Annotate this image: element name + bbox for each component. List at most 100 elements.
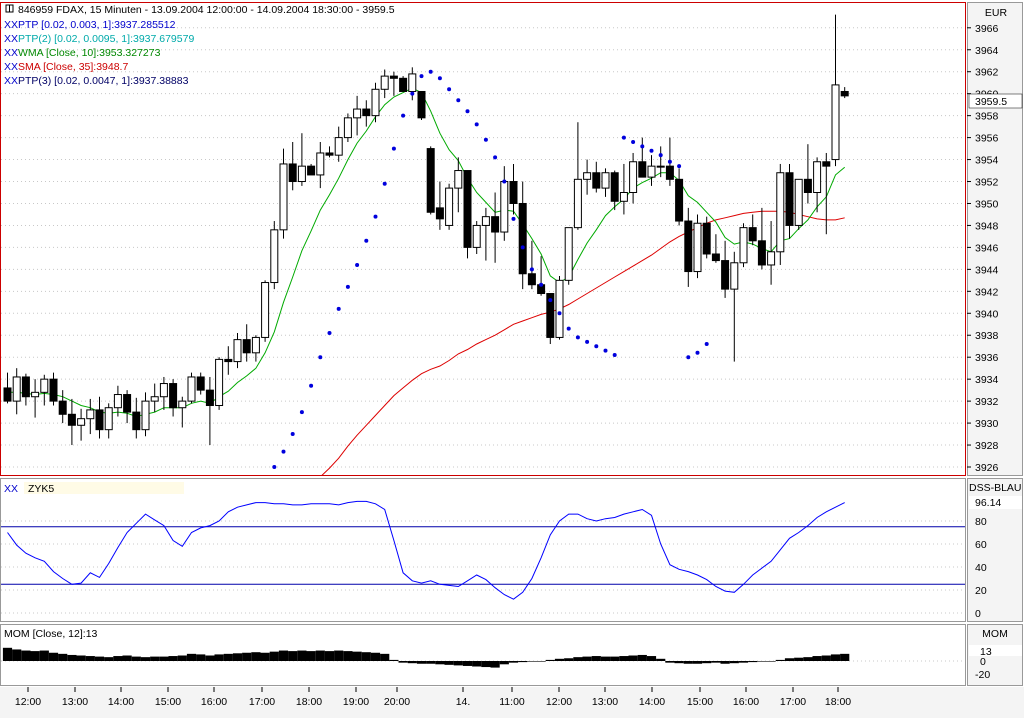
last-price-label: 3959.5 xyxy=(975,96,1007,108)
ptp-dot xyxy=(382,181,387,186)
chart-title: 846959 FDAX, 15 Minuten - 13.09.2004 12:… xyxy=(5,4,395,16)
candle-body xyxy=(95,409,104,431)
mom-bar xyxy=(766,661,776,662)
mom-bar xyxy=(518,661,528,663)
price-tick-label: 3940 xyxy=(975,308,999,320)
mom-bar xyxy=(453,661,463,666)
time-tick-label: 17:00 xyxy=(249,696,275,708)
mom-panel-title: MOM xyxy=(982,628,1008,640)
mom-bars xyxy=(2,647,850,668)
ptp-dot xyxy=(575,335,580,340)
candle-body xyxy=(113,394,122,409)
candle-body xyxy=(693,222,702,273)
candle-body xyxy=(647,165,656,178)
candle-body xyxy=(573,178,582,229)
time-tick-label: 13:00 xyxy=(62,696,88,708)
time-tick-label: 12:00 xyxy=(15,696,41,708)
ptp-dot xyxy=(557,311,562,316)
price-tick-label: 3944 xyxy=(975,264,999,276)
candle-body xyxy=(665,165,674,180)
mom-bar xyxy=(536,661,546,662)
mom-bar xyxy=(748,661,758,663)
mom-bar xyxy=(490,661,500,668)
candle-body xyxy=(767,251,776,266)
legend-marker: XX xyxy=(4,19,18,31)
candle-body xyxy=(822,161,831,167)
mom-bar xyxy=(665,661,675,663)
mom-bar xyxy=(186,653,197,661)
price-tick-label: 3926 xyxy=(975,462,999,474)
mom-bar xyxy=(573,657,583,661)
mom-bar xyxy=(196,654,206,661)
candles xyxy=(3,14,849,446)
price-tick-label: 3932 xyxy=(975,396,999,408)
ptp-dot xyxy=(272,465,277,469)
mom-bar xyxy=(564,658,574,661)
candle-body xyxy=(675,178,684,222)
mom-bar xyxy=(21,650,31,661)
ptp-dot xyxy=(474,122,479,127)
candle-body xyxy=(481,216,490,226)
candle-body xyxy=(215,358,224,407)
ptp-dot xyxy=(318,355,323,360)
ptp-dot xyxy=(401,113,406,118)
zyk5-tick-label: 20 xyxy=(975,585,987,597)
mom-bar xyxy=(435,661,445,665)
time-tick-label: 17:00 xyxy=(780,696,806,708)
mom-bar xyxy=(370,652,381,661)
candle-body xyxy=(426,148,435,213)
mom-bar xyxy=(122,655,132,661)
candle-body xyxy=(794,178,803,226)
mom-bar xyxy=(389,659,399,661)
candle-body xyxy=(343,117,352,139)
zyk5-panel-title: DSS-BLAU xyxy=(969,482,1022,494)
mom-bar xyxy=(683,661,693,664)
currency-label: EUR xyxy=(985,7,1008,19)
candle-body xyxy=(21,376,30,398)
candle-body xyxy=(12,376,21,402)
ptp-dot xyxy=(594,344,599,349)
ptp-dot xyxy=(437,76,442,81)
mom-bar xyxy=(58,653,68,661)
candle-body xyxy=(739,227,748,264)
candle-body xyxy=(67,413,76,426)
time-tick-label: 12:00 xyxy=(546,696,572,708)
ptp-dot xyxy=(686,355,691,360)
price-grid xyxy=(1,27,965,468)
candle-body xyxy=(472,224,481,248)
time-tick-label: 13:00 xyxy=(592,696,618,708)
zyk5-tick-label: 40 xyxy=(975,562,987,574)
mom-bar xyxy=(223,653,233,661)
ptp-dots xyxy=(272,69,709,469)
price-tick-label: 3964 xyxy=(975,45,999,57)
zyk5-panel[interactable] xyxy=(0,478,966,622)
candle-body xyxy=(123,394,132,413)
candle-body xyxy=(334,137,343,156)
candle-body xyxy=(638,161,647,178)
candle-body xyxy=(417,90,426,119)
candle-body xyxy=(132,411,141,431)
ptp-dot xyxy=(428,69,433,74)
price-tick-label: 3930 xyxy=(975,418,999,430)
time-tick-label: 15:00 xyxy=(155,696,181,708)
ptp-dot xyxy=(667,159,672,164)
mom-bar xyxy=(214,654,224,661)
candle-body xyxy=(77,418,86,426)
mom-bar xyxy=(692,661,703,664)
mom-bar xyxy=(812,656,822,661)
legend-marker: XX xyxy=(4,33,18,45)
mom-bar xyxy=(674,661,684,664)
candle-body xyxy=(261,282,270,338)
ptp-dot xyxy=(649,148,654,153)
candle-body xyxy=(362,108,371,117)
zyk5-grid xyxy=(1,520,965,614)
last-price-box xyxy=(968,93,1023,109)
candle-body xyxy=(831,84,840,161)
mom-bar xyxy=(702,661,712,664)
mom-value-box xyxy=(969,645,1022,656)
candle-body xyxy=(619,192,628,202)
mom-panel[interactable] xyxy=(0,624,966,686)
candle-body xyxy=(813,161,822,193)
